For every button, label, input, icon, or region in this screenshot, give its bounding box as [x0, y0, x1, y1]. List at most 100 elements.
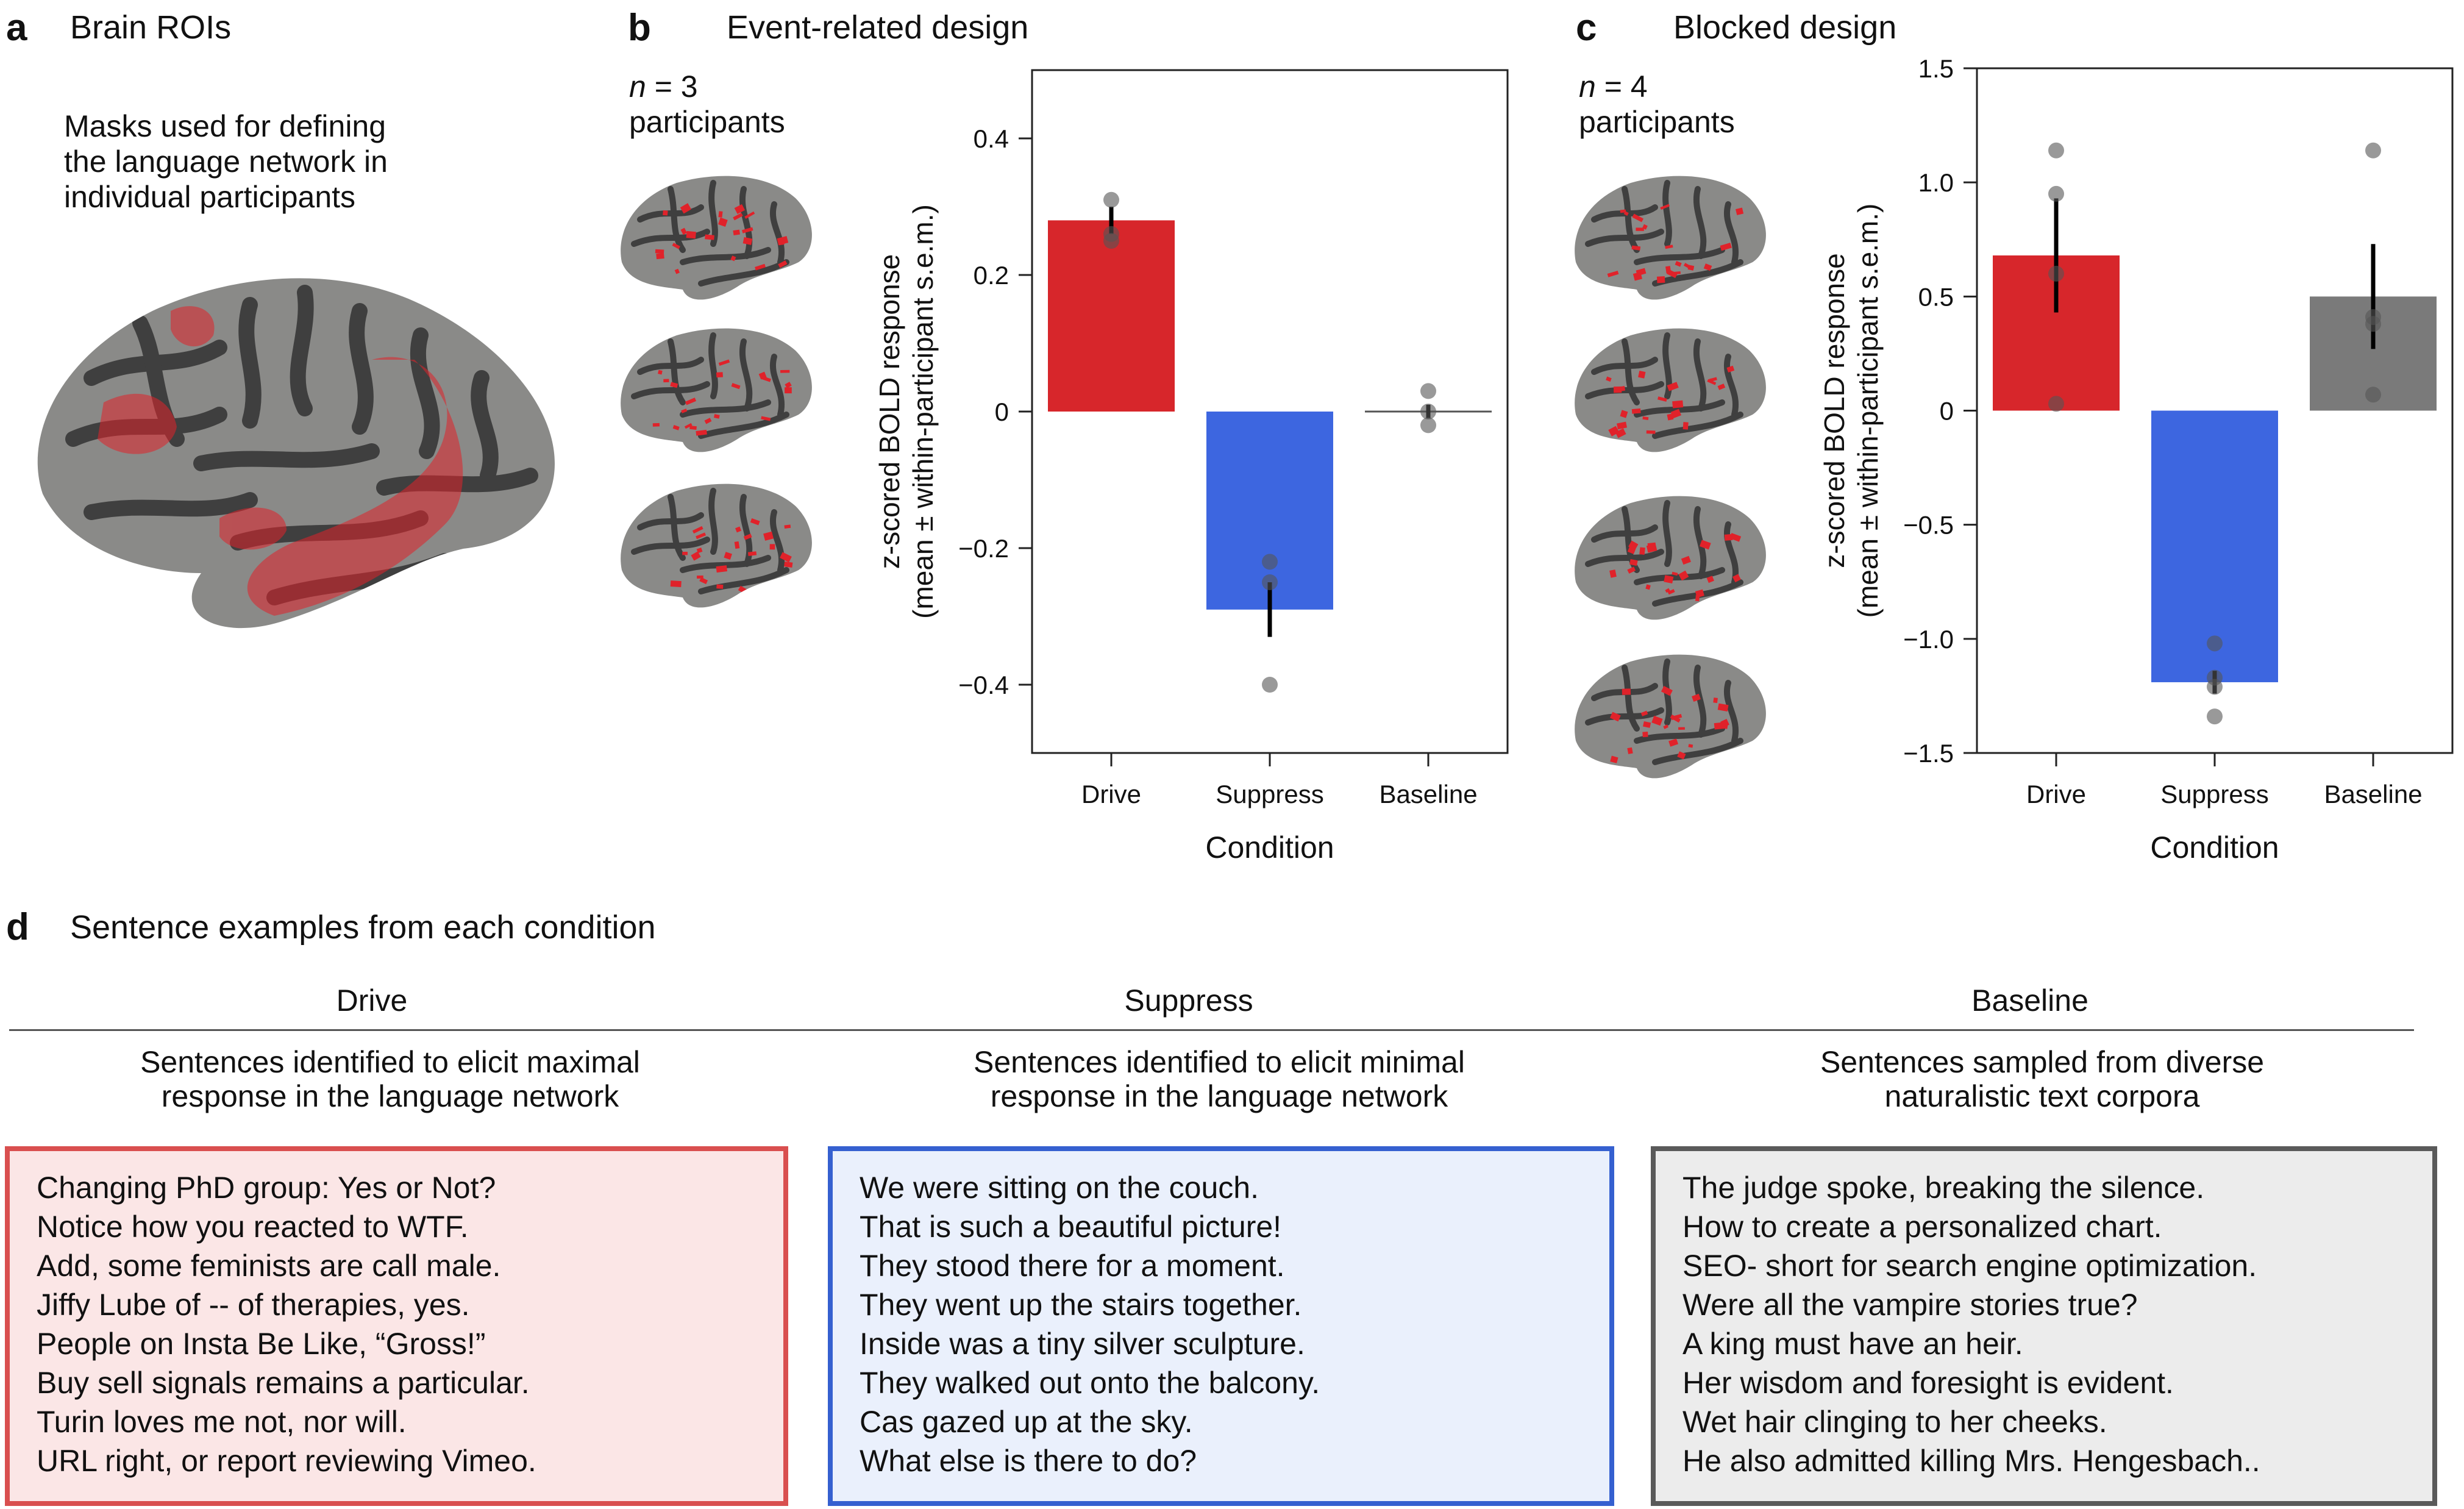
description-line: response in the language network: [990, 1079, 1448, 1113]
participant-point: [1103, 191, 1119, 208]
y-tick-label: −1.0: [1903, 625, 1954, 654]
brain-sulci: [631, 180, 789, 287]
y-axis-label: (mean ± within-participant s.e.m.): [907, 204, 939, 619]
examples-box-baseline: The judge spoke, breaking the silence. Ho…: [1651, 1146, 2437, 1506]
panel-a-description: Masks used for defining the language net…: [64, 109, 388, 215]
x-tick-label: Suppress: [2160, 780, 2268, 808]
description-line: the language network in: [64, 144, 388, 179]
y-axis-label: z-scored BOLD response: [874, 254, 905, 569]
description-line: response in the language network: [161, 1079, 619, 1113]
example-sentence: Notice how you reacted to WTF.: [37, 1210, 469, 1244]
panel-d-title: Sentence examples from each condition: [70, 909, 656, 946]
panel-c-title: Blocked design: [1673, 9, 1897, 46]
x-tick-label: Drive: [1081, 780, 1141, 808]
example-sentence: Add, some feminists are call male.: [37, 1249, 501, 1283]
column-title-suppress: Suppress: [1124, 983, 1253, 1018]
column-description-suppress: Sentences identified to elicit minimal r…: [884, 1045, 1554, 1113]
participant-point: [2365, 316, 2381, 332]
participant-point: [1262, 574, 1278, 590]
y-tick-label: −1.5: [1903, 739, 1954, 768]
panel-c-n-participants: n = 4 participants: [1579, 69, 1735, 140]
n-value: = 3: [654, 70, 698, 104]
description-line: Sentences identified to elicit maximal: [140, 1045, 640, 1079]
example-sentence: A king must have an heir.: [1682, 1327, 2023, 1361]
panel-a-letter: a: [6, 7, 27, 49]
example-sentence: Wet hair clinging to her cheeks.: [1682, 1405, 2107, 1439]
participant-point: [2207, 669, 2223, 686]
brain-sulci: [1585, 658, 1743, 765]
example-sentence: Inside was a tiny silver sculpture.: [860, 1327, 1305, 1361]
y-tick-label: −0.4: [958, 671, 1009, 699]
x-tick-label: Baseline: [1379, 780, 1477, 808]
example-sentence: They stood there for a moment.: [860, 1249, 1285, 1283]
example-sentence: Her wisdom and foresight is evident.: [1682, 1366, 2174, 1400]
description-line: individual participants: [64, 180, 356, 214]
example-sentence: That is such a beautiful picture!: [860, 1210, 1282, 1244]
participant-brain-image: [1575, 328, 1766, 452]
example-sentence: Cas gazed up at the sky.: [860, 1405, 1193, 1439]
participant-brain-image: [621, 176, 812, 300]
participant-brain-image: [621, 483, 812, 608]
y-tick-label: 0: [1940, 397, 1954, 426]
participant-point: [2207, 708, 2223, 725]
x-tick-label: Drive: [2026, 780, 2086, 808]
participant-point: [2048, 265, 2064, 282]
example-sentence: They went up the stairs together.: [860, 1288, 1302, 1322]
y-tick-label: −0.5: [1903, 511, 1954, 540]
column-title-drive: Drive: [336, 983, 408, 1018]
header-divider: [9, 1029, 2414, 1031]
participant-point: [1262, 677, 1278, 693]
participants-label: participants: [1579, 105, 1735, 139]
y-tick-label: 0.2: [974, 261, 1009, 290]
participants-label: participants: [629, 105, 785, 139]
example-sentence: URL right, or report reviewing Vimeo.: [37, 1444, 536, 1478]
y-axis-label: (mean ± within-participant s.e.m.): [1852, 204, 1884, 618]
participant-point: [1420, 383, 1436, 399]
x-tick-label: Baseline: [2324, 780, 2422, 808]
language-roi-voxels: [652, 359, 792, 436]
x-axis-label: Condition: [1205, 830, 1334, 865]
examples-box-drive: Changing PhD group: Yes or Not? Notice ho…: [5, 1146, 788, 1506]
example-sentence: People on Insta Be Like, “Gross!”: [37, 1327, 486, 1361]
y-tick-label: 1.5: [1918, 54, 1954, 83]
example-sentence: The judge spoke, breaking the silence.: [1682, 1171, 2205, 1205]
example-sentence: What else is there to do?: [860, 1444, 1197, 1478]
description-line: Masks used for defining: [64, 109, 386, 143]
participant-point: [2207, 635, 2223, 652]
participant-point: [2365, 387, 2381, 403]
column-title-baseline: Baseline: [1971, 983, 2088, 1018]
examples-box-suppress: We were sitting on the couch. That is suc…: [828, 1146, 1614, 1506]
participant-brain-image: [621, 328, 812, 452]
participant-brain-image: [1575, 654, 1766, 779]
panel-c-letter: c: [1576, 7, 1597, 49]
brain-sulci: [631, 488, 789, 594]
example-sentence: He also admitted killing Mrs. Hengesbach…: [1682, 1444, 2260, 1478]
participant-point: [1103, 233, 1119, 249]
participant-brain-image: [1575, 176, 1766, 300]
example-sentence: Buy sell signals remains a particular.: [37, 1366, 530, 1400]
example-sentence: Were all the vampire stories true?: [1682, 1288, 2138, 1322]
brain-rois-image: [37, 278, 555, 629]
y-tick-label: −0.2: [958, 534, 1009, 563]
language-roi-voxels: [1609, 533, 1742, 602]
column-description-drive: Sentences identified to elicit maximal r…: [55, 1045, 725, 1113]
bar-chart-event-related: 0.4 0.2 0 −0.2 −0.4 Drive Suppress Baseline Cond…: [874, 69, 1509, 865]
description-line: Sentences sampled from diverse: [1820, 1045, 2265, 1079]
bar-chart-blocked: 1.5 1.0 0.5 0 −0.5 −1.0 −1.5 Drive Suppress Basel…: [1818, 54, 2454, 865]
y-tick-label: 1.0: [1918, 168, 1954, 197]
description-line: Sentences identified to elicit minimal: [974, 1045, 1465, 1079]
example-sentence: Jiffy Lube of -- of therapies, yes.: [37, 1288, 470, 1322]
y-axis-label: z-scored BOLD response: [1818, 253, 1850, 568]
example-sentence: Turin loves me not, nor will.: [37, 1405, 407, 1439]
language-roi-voxels: [1610, 686, 1729, 763]
participant-point: [2048, 185, 2064, 202]
y-tick-label: 0.5: [1918, 282, 1954, 311]
language-roi-voxels: [655, 203, 789, 274]
y-tick-label: 0: [995, 398, 1009, 426]
panel-b-n-participants: n = 3 participants: [629, 69, 785, 140]
example-sentence: Changing PhD group: Yes or Not?: [37, 1171, 496, 1205]
participant-point: [2048, 142, 2064, 159]
language-roi-masks: [98, 306, 463, 616]
description-line: naturalistic text corpora: [1884, 1079, 2200, 1113]
participant-point: [2048, 396, 2064, 412]
